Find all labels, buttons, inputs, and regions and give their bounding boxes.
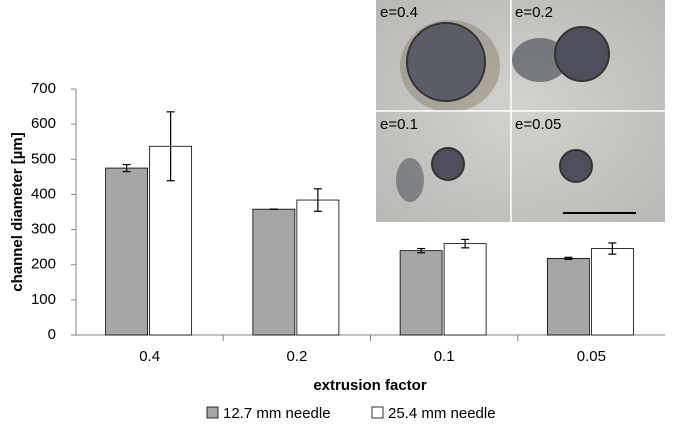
inset-label: e=0.1 bbox=[380, 116, 418, 133]
bar bbox=[443, 243, 487, 336]
y-tick-label: 200 bbox=[31, 256, 56, 273]
y-tick-label: 0 bbox=[48, 326, 56, 343]
legend-swatch bbox=[371, 406, 384, 419]
bar bbox=[105, 167, 149, 336]
inset-label: e=0.05 bbox=[515, 116, 561, 133]
legend-label: 12.7 mm needle bbox=[223, 405, 331, 422]
y-tick-label: 400 bbox=[31, 185, 56, 202]
error-bar bbox=[417, 247, 426, 254]
y-axis-title: channel diameter [µm] bbox=[9, 132, 26, 292]
x-tick-label: 0.1 bbox=[434, 348, 455, 365]
bar bbox=[399, 250, 443, 336]
y-tick-label: 500 bbox=[31, 150, 56, 167]
bar bbox=[296, 199, 340, 336]
channel-hole bbox=[559, 149, 593, 183]
channel-hole bbox=[554, 26, 610, 82]
channel-hole bbox=[431, 147, 465, 181]
x-tick-label: 0.2 bbox=[286, 348, 307, 365]
legend-swatch bbox=[206, 406, 219, 419]
inset-label: e=0.2 bbox=[515, 4, 553, 21]
x-axis-title: extrusion factor bbox=[313, 377, 427, 394]
x-tick-label: 0.4 bbox=[139, 348, 160, 365]
inset-label: e=0.4 bbox=[380, 4, 418, 21]
bar bbox=[590, 248, 634, 336]
y-tick-label: 700 bbox=[31, 80, 56, 97]
error-bar bbox=[461, 238, 470, 249]
error-bar bbox=[564, 256, 573, 261]
channel-rim bbox=[396, 158, 424, 202]
error-bar bbox=[166, 111, 175, 182]
legend-label: 25.4 mm needle bbox=[388, 405, 496, 422]
y-tick-label: 100 bbox=[31, 291, 56, 308]
bar bbox=[252, 208, 296, 336]
channel-rim bbox=[512, 38, 568, 82]
inset-photo: e=0.4 e=0.2 e=0.1 e=0.05 bbox=[376, 0, 665, 222]
x-tick-label: 0.05 bbox=[577, 348, 606, 365]
bar bbox=[546, 257, 590, 336]
error-bar bbox=[313, 188, 322, 212]
channel-hole bbox=[406, 22, 486, 102]
y-tick-label: 600 bbox=[31, 115, 56, 132]
error-bar bbox=[122, 163, 131, 173]
error-bar bbox=[608, 242, 617, 255]
y-tick-label: 300 bbox=[31, 221, 56, 238]
